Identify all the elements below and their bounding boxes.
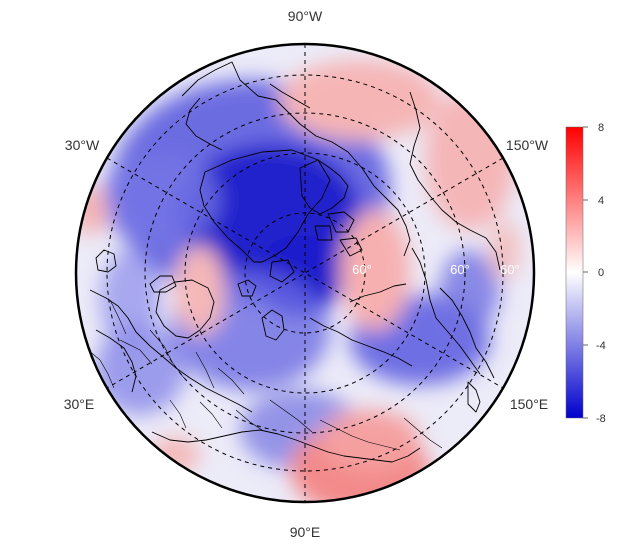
canada-islands-coast (269, 159, 363, 283)
kamchatka-coast (439, 287, 495, 379)
map-boundary (74, 42, 536, 504)
colorbar-tick-label: 4 (598, 195, 604, 207)
british-isles-coast (95, 249, 117, 273)
country-borders (87, 299, 443, 451)
europe-coast (89, 289, 253, 413)
alaska-coast (409, 91, 501, 271)
anomaly-field (76, 44, 534, 502)
novaya-zemlya-coast (261, 309, 285, 341)
colorbar-tick-label: -8 (596, 413, 606, 425)
longitude-labels: 90°W 30°W 150°W 30°E 150°E 90°E (64, 8, 549, 540)
colorbar-tick-marks (583, 126, 588, 419)
asia-south-coast (151, 429, 421, 463)
lon-label-30w: 30°W (65, 137, 100, 153)
colorbar-tick-label: 0 (598, 267, 604, 279)
colorbar-tick-label: -4 (596, 340, 606, 352)
north-america-coast (181, 61, 411, 257)
greenland-coast (199, 149, 331, 263)
colorbar-tick-label: 8 (598, 122, 604, 134)
siberia-coast (309, 247, 481, 375)
svalbard-coast (237, 279, 257, 297)
latitude-circle-50 (144, 112, 466, 434)
japan-coast (467, 381, 481, 413)
latitude-circle-40 (106, 74, 504, 472)
lat-label-60-c: 60° (500, 262, 520, 277)
lon-label-30e: 30°E (64, 396, 95, 412)
scandinavia-coast (155, 279, 215, 339)
coastlines (89, 61, 501, 463)
colorbar-gradient (565, 126, 584, 419)
lon-label-90w: 90°W (288, 8, 323, 24)
latitude-circle-60 (184, 152, 426, 394)
iceland-coast (149, 275, 177, 293)
colorbar: 8 4 0 -4 -8 (565, 122, 606, 425)
lat-label-60-b: 60° (450, 262, 470, 277)
lon-label-150e: 150°E (510, 396, 548, 412)
lon-label-150w: 150°W (506, 137, 549, 153)
latitude-labels: 60° 60° 60° (352, 262, 520, 277)
graticule (106, 44, 504, 502)
lon-label-90e: 90°E (290, 524, 321, 540)
lat-label-60-a: 60° (352, 262, 372, 277)
